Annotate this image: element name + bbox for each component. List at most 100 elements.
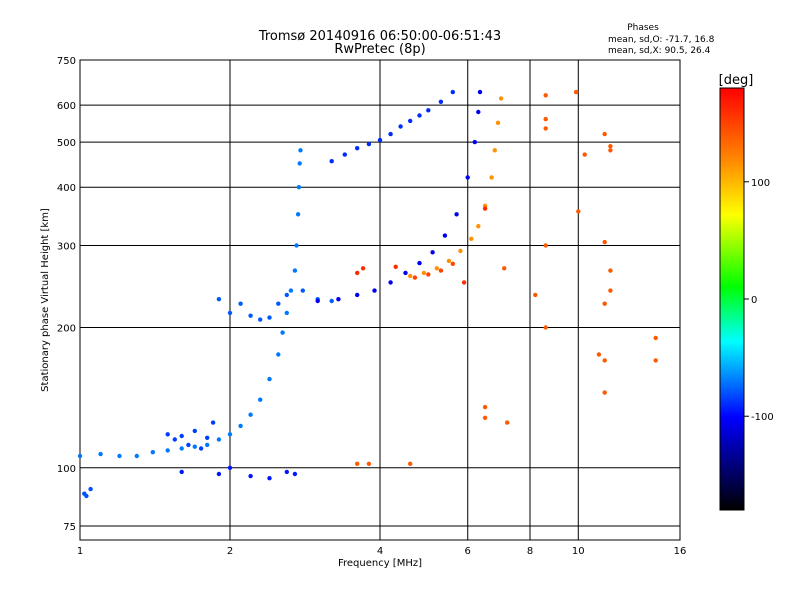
- echo-point: [77, 453, 83, 459]
- echo-point: [288, 288, 294, 293]
- colorbar-label: [deg]: [719, 73, 754, 88]
- echo-point: [576, 209, 581, 214]
- echo-point: [248, 313, 253, 318]
- echo-point: [533, 292, 538, 298]
- echo-point: [502, 266, 507, 271]
- echo-point: [355, 292, 360, 298]
- echo-point: [653, 358, 658, 363]
- echo-point: [165, 432, 170, 437]
- x-tick-label: 1: [77, 546, 83, 557]
- echo-point: [477, 89, 483, 95]
- echo-point: [482, 404, 488, 410]
- echo-point: [543, 325, 548, 330]
- echo-point: [258, 317, 263, 322]
- y-tick-label: 750: [57, 56, 76, 67]
- echo-point: [134, 453, 139, 459]
- echo-point: [117, 453, 122, 459]
- echo-point: [355, 270, 360, 276]
- echo-point: [366, 461, 372, 466]
- echo-point: [329, 159, 334, 164]
- x-tick-label: 16: [674, 546, 687, 557]
- echo-point: [216, 297, 222, 302]
- echo-point: [336, 297, 341, 302]
- y-tick-label: 500: [57, 138, 76, 149]
- phases-line-o: mean, sd,O: -71.7, 16.8: [608, 35, 715, 45]
- x-tick-label: 4: [377, 546, 383, 557]
- echo-point: [465, 175, 470, 180]
- echo-point: [294, 243, 299, 248]
- y-tick-labels: 75 100 200 300 400 500 600 750: [57, 56, 76, 533]
- echo-point: [216, 471, 222, 477]
- y-tick-label: 400: [57, 183, 76, 194]
- echo-point: [446, 258, 452, 264]
- echo-point: [296, 185, 302, 190]
- echo-point: [238, 301, 243, 306]
- echo-point: [450, 261, 455, 266]
- echo-point: [388, 280, 393, 285]
- echo-point: [469, 236, 474, 241]
- echo-point: [227, 310, 233, 316]
- y-tick-label: 75: [63, 522, 76, 533]
- data-points: [77, 89, 658, 499]
- echo-point: [192, 428, 197, 434]
- echo-point: [398, 124, 403, 129]
- echo-point: [417, 113, 422, 118]
- echo-point: [210, 420, 216, 425]
- echo-point: [408, 461, 413, 466]
- echo-point: [355, 461, 360, 466]
- echo-point: [408, 273, 413, 279]
- echo-point: [192, 444, 197, 449]
- echo-point: [276, 301, 281, 306]
- colorbar-tick-label: 100: [751, 178, 770, 189]
- echo-point: [608, 288, 613, 293]
- echo-point: [476, 224, 481, 229]
- echo-point: [360, 266, 366, 271]
- echo-point: [602, 301, 607, 306]
- echo-point: [355, 146, 360, 151]
- y-axis-label: Stationary phase Virtual Height [km]: [40, 208, 51, 392]
- echo-point: [543, 116, 548, 122]
- echo-point: [393, 264, 398, 269]
- colorbar-ticks: 100 0 -100: [744, 178, 774, 423]
- echo-point: [608, 148, 613, 153]
- echo-point: [205, 435, 210, 440]
- echo-point: [417, 260, 422, 266]
- chart-subtitle: RwPretec (8p): [334, 42, 425, 57]
- echo-point: [582, 152, 587, 157]
- echo-point: [280, 330, 285, 335]
- echo-point: [450, 89, 455, 95]
- echo-point: [186, 442, 191, 448]
- echo-point: [298, 148, 303, 153]
- echo-point: [179, 446, 184, 451]
- echo-point: [430, 250, 435, 255]
- echo-point: [292, 268, 298, 273]
- echo-point: [284, 292, 289, 298]
- y-tick-label: 600: [57, 101, 76, 112]
- echo-point: [205, 442, 210, 448]
- echo-point: [238, 423, 243, 429]
- phases-line-x: mean, sd,X: 90.5, 26.4: [608, 46, 711, 56]
- echo-point: [426, 108, 431, 113]
- grid-lines: [80, 60, 680, 540]
- x-axis-label: Frequency [MHz]: [338, 558, 422, 569]
- echo-point: [216, 437, 222, 442]
- echo-point: [276, 352, 281, 357]
- echo-point: [573, 89, 579, 95]
- echo-point: [476, 109, 481, 115]
- x-tick-label: 2: [227, 546, 233, 557]
- x-tick-label: 6: [465, 546, 471, 557]
- colorbar: [720, 88, 744, 510]
- phases-heading: Phases: [627, 23, 659, 33]
- y-tick-label: 100: [57, 464, 76, 475]
- echo-point: [434, 266, 439, 271]
- echo-point: [426, 272, 431, 277]
- x-tick-label: 8: [527, 546, 533, 557]
- echo-point: [489, 175, 494, 180]
- colorbar-tick-label: -100: [751, 412, 774, 423]
- echo-point: [366, 141, 372, 147]
- chart-title: Tromsø 20140916 06:50:00-06:51:43: [258, 29, 501, 44]
- echo-point: [608, 268, 613, 273]
- echo-point: [602, 131, 607, 137]
- echo-point: [602, 390, 607, 395]
- x-tick-label: 10: [572, 546, 585, 557]
